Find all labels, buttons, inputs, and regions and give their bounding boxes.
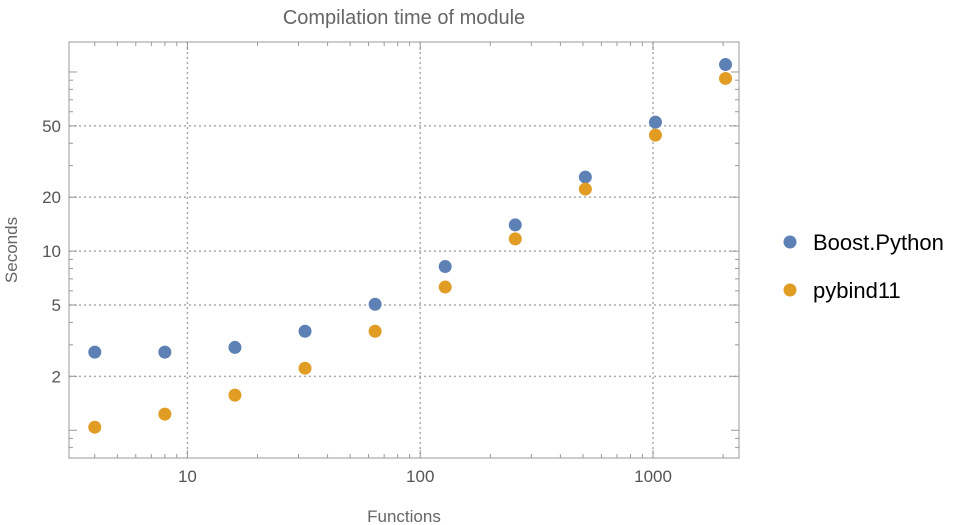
y-tick-label: 20	[42, 188, 61, 207]
point-boost-python	[648, 115, 662, 129]
y-tick-label: 10	[42, 242, 61, 261]
grid	[69, 42, 739, 458]
legend-label-boost-python: Boost.Python	[813, 230, 944, 255]
x-tick-label: 10	[178, 467, 197, 486]
point-pybind11	[228, 388, 242, 402]
point-pybind11	[508, 232, 522, 246]
x-tick-label: 100	[406, 467, 434, 486]
point-boost-python	[88, 345, 102, 359]
point-pybind11	[368, 324, 382, 338]
point-boost-python	[298, 324, 312, 338]
point-boost-python	[438, 260, 452, 274]
point-boost-python	[228, 340, 242, 354]
legend-marker-boost-python	[783, 235, 797, 249]
point-boost-python	[368, 297, 382, 311]
point-boost-python	[158, 345, 172, 359]
point-pybind11	[719, 71, 733, 85]
x-axis-label: Functions	[367, 507, 441, 525]
chart-title: Compilation time of module	[283, 7, 525, 29]
ticks	[69, 42, 739, 459]
point-pybind11	[438, 280, 452, 294]
point-boost-python	[578, 170, 592, 184]
plot-frame	[68, 41, 740, 459]
point-pybind11	[578, 182, 592, 196]
legend: Boost.Python pybind11	[783, 230, 944, 303]
legend-marker-pybind11	[783, 283, 797, 297]
x-tick-labels: 10 100 1000	[178, 467, 672, 486]
point-boost-python	[719, 58, 733, 72]
data-points	[88, 58, 733, 434]
point-boost-python	[508, 218, 522, 232]
point-pybind11	[648, 128, 662, 142]
legend-label-pybind11: pybind11	[813, 278, 901, 303]
y-axis-label: Seconds	[2, 217, 21, 283]
y-tick-label: 50	[42, 117, 61, 136]
y-tick-label: 5	[52, 296, 61, 315]
point-pybind11	[298, 361, 312, 375]
point-pybind11	[158, 407, 172, 421]
y-tick-label: 2	[52, 367, 61, 386]
y-tick-labels: 2 5 10 20 50	[42, 117, 61, 386]
x-tick-label: 1000	[634, 467, 672, 486]
point-pybind11	[88, 420, 102, 434]
